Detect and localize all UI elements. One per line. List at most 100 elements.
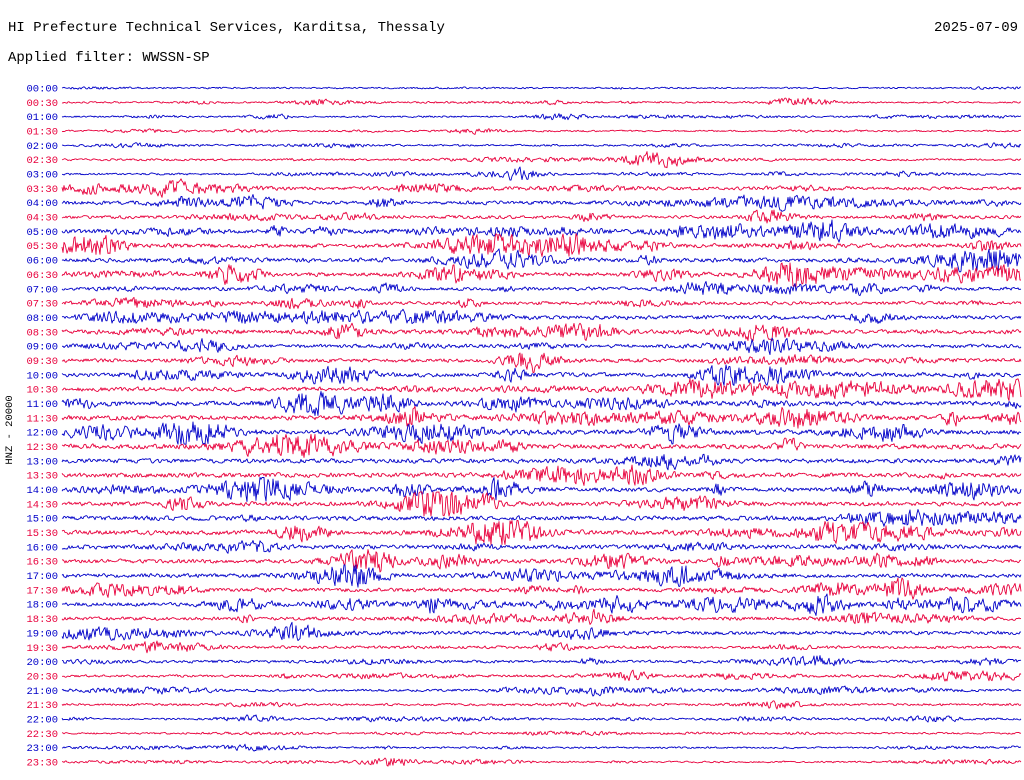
trace-time-label: 03:00 [26, 170, 58, 182]
trace-time-label: 13:30 [26, 471, 58, 483]
seismogram-trace-row [61, 405, 1022, 429]
trace-time-label: 07:00 [26, 284, 58, 296]
trace-time-label: 05:30 [26, 241, 58, 253]
seismogram-trace-row [61, 166, 1022, 181]
trace-time-label: 02:00 [26, 141, 58, 153]
trace-time-label: 12:00 [26, 428, 58, 440]
trace-time-label: 11:00 [26, 399, 58, 411]
seismogram-trace-row [61, 128, 1022, 135]
trace-time-label: 22:00 [26, 715, 58, 727]
trace-time-label: 19:00 [26, 628, 58, 640]
trace-time-label: 21:00 [26, 686, 58, 698]
seismogram-trace-row [61, 248, 1022, 273]
seismogram-trace-row [61, 540, 1022, 554]
trace-time-label: 19:30 [26, 643, 58, 655]
trace-time-label: 12:30 [26, 442, 58, 454]
seismogram-trace-row [61, 97, 1022, 106]
seismogram-trace-row [61, 233, 1022, 257]
trace-time-label: 05:00 [26, 227, 58, 239]
seismogram-trace-row [61, 322, 1022, 342]
seismogram-trace-row [61, 364, 1022, 386]
trace-time-label: 10:00 [26, 370, 58, 382]
trace-time-label: 20:30 [26, 671, 58, 683]
seismogram-trace-row [61, 520, 1022, 545]
trace-time-label: 18:00 [26, 600, 58, 612]
trace-time-label: 23:30 [26, 758, 58, 770]
header: HI Prefecture Technical Services, Kardit… [8, 20, 1018, 36]
trace-time-label: 09:00 [26, 342, 58, 354]
trace-time-label: 08:00 [26, 313, 58, 325]
trace-time-label: 16:00 [26, 542, 58, 554]
trace-time-label: 14:00 [26, 485, 58, 497]
trace-time-label: 14:30 [26, 499, 58, 511]
seismogram-trace-row [61, 219, 1022, 243]
seismogram-trace-row [61, 178, 1022, 198]
page-title: HI Prefecture Technical Services, Kardit… [8, 20, 445, 36]
trace-time-label: 17:30 [26, 585, 58, 597]
seismogram-trace-row [61, 296, 1022, 310]
seismogram-trace-row [61, 421, 1022, 445]
channel-scale-label: HNZ - 20000 [4, 395, 16, 464]
seismogram-trace-row [61, 564, 1022, 588]
trace-time-label: 23:00 [26, 743, 58, 755]
seismogram-trace-row [61, 685, 1022, 697]
filter-label: Applied filter: WWSSN-SP [8, 50, 210, 66]
seismogram-trace-row [61, 743, 1022, 752]
seismogram-trace-row [61, 86, 1022, 90]
seismogram-trace-row [61, 262, 1021, 287]
seismogram-trace-row [61, 730, 1022, 737]
seismogram-trace-row [61, 151, 1022, 169]
seismogram-trace-row [61, 434, 1022, 458]
seismogram-trace-row [61, 352, 1022, 373]
trace-time-label: 15:00 [26, 514, 58, 526]
trace-time-label: 01:30 [26, 127, 58, 139]
seismogram-trace-row [61, 577, 1022, 600]
trace-time-label: 10:30 [26, 385, 58, 397]
seismogram-trace-row [61, 549, 1022, 573]
seismogram-trace-row [62, 669, 1022, 682]
trace-time-label: 15:30 [26, 528, 58, 540]
trace-time-label: 20:00 [26, 657, 58, 669]
trace-time-label: 04:00 [26, 198, 58, 210]
trace-time-label: 02:30 [26, 155, 58, 167]
seismogram-trace-row [61, 209, 1022, 224]
trace-time-label: 03:30 [26, 184, 58, 196]
trace-time-label: 17:00 [26, 571, 58, 583]
seismogram-trace-row [61, 509, 1022, 527]
seismogram-trace-row [61, 491, 1022, 517]
trace-time-label: 08:30 [26, 327, 58, 339]
seismogram-trace-row [61, 608, 1022, 625]
seismogram-trace-row [61, 655, 1022, 667]
trace-time-label: 07:30 [26, 299, 58, 311]
trace-time-label: 00:00 [26, 84, 58, 96]
trace-time-label: 09:30 [26, 356, 58, 368]
seismogram-trace-row [61, 281, 1022, 297]
seismogram-trace-row [61, 113, 1022, 121]
trace-time-label: 06:30 [26, 270, 58, 282]
seismogram-trace-row [61, 593, 1022, 616]
trace-time-label: 16:30 [26, 557, 58, 569]
trace-time-label: 04:30 [26, 213, 58, 225]
seismogram-trace-row [61, 337, 1022, 356]
seismogram-trace-row [61, 453, 1022, 471]
trace-time-label: 21:30 [26, 700, 58, 712]
seismogram-trace-row [61, 378, 1022, 401]
seismogram-trace-row [61, 142, 1022, 149]
trace-time-label: 01:00 [26, 112, 58, 124]
date-label: 2025-07-09 [933, 20, 1018, 36]
trace-time-label: 22:30 [26, 729, 58, 741]
seismogram-trace-row [61, 640, 1022, 654]
seismogram-trace-row [61, 308, 1022, 325]
seismogram-trace-row [61, 464, 1022, 486]
seismogram-trace-row [61, 700, 1022, 710]
seismogram-trace-row [61, 194, 1022, 212]
seismogram-trace-row [61, 391, 1022, 416]
trace-time-label: 00:30 [26, 98, 58, 110]
seismogram-trace-row [61, 477, 1022, 502]
trace-time-label: 11:30 [26, 413, 58, 425]
trace-time-label: 18:30 [26, 614, 58, 626]
seismogram-trace-row [61, 714, 1022, 723]
seismogram-trace-row [61, 621, 1022, 642]
